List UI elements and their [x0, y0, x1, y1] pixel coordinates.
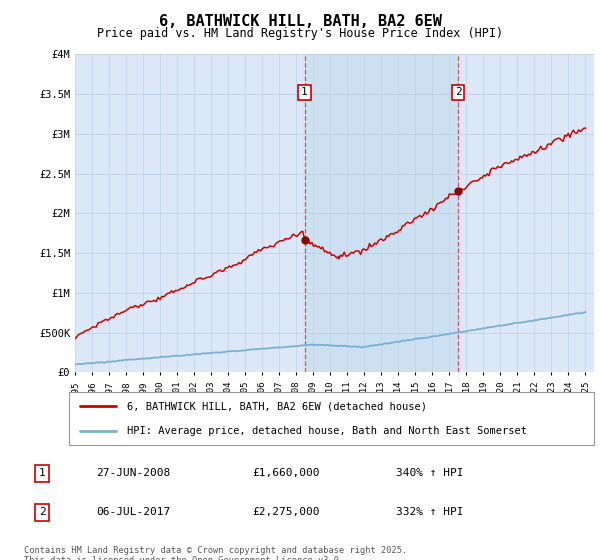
Text: £2,275,000: £2,275,000 [252, 507, 320, 517]
Bar [305, 54, 458, 372]
Text: 332% ↑ HPI: 332% ↑ HPI [396, 507, 464, 517]
Text: 340% ↑ HPI: 340% ↑ HPI [396, 468, 464, 478]
Text: 27-JUN-2008: 27-JUN-2008 [96, 468, 170, 478]
Text: 6, BATHWICK HILL, BATH, BA2 6EW: 6, BATHWICK HILL, BATH, BA2 6EW [158, 14, 442, 29]
Text: 2: 2 [455, 87, 461, 97]
Text: 1: 1 [301, 87, 308, 97]
Text: Contains HM Land Registry data © Crown copyright and database right 2025.
This d: Contains HM Land Registry data © Crown c… [24, 546, 407, 560]
Text: Price paid vs. HM Land Registry's House Price Index (HPI): Price paid vs. HM Land Registry's House … [97, 27, 503, 40]
Text: £1,660,000: £1,660,000 [252, 468, 320, 478]
Text: 6, BATHWICK HILL, BATH, BA2 6EW (detached house): 6, BATHWICK HILL, BATH, BA2 6EW (detache… [127, 402, 427, 412]
Text: 1: 1 [38, 468, 46, 478]
Text: 2: 2 [38, 507, 46, 517]
Text: HPI: Average price, detached house, Bath and North East Somerset: HPI: Average price, detached house, Bath… [127, 426, 527, 436]
Text: 06-JUL-2017: 06-JUL-2017 [96, 507, 170, 517]
